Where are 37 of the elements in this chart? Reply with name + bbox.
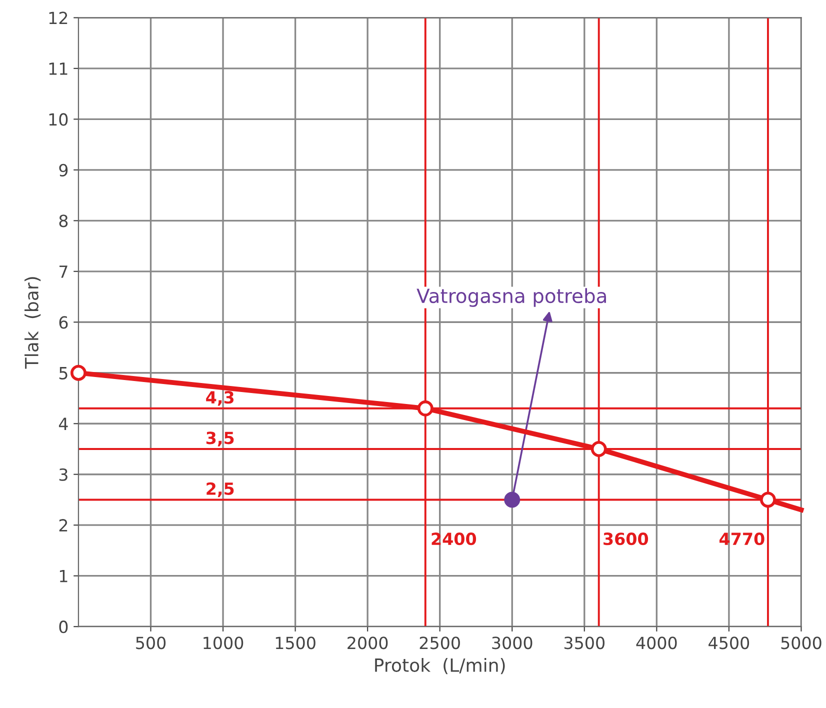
point	[590, 441, 607, 457]
ref-line-label: 4770	[719, 532, 764, 546]
x-tick-label: 1000	[204, 636, 244, 650]
y-tick-label: 5	[59, 367, 68, 380]
y-tick-label: 6	[59, 316, 68, 329]
y-tick-label: 3	[59, 468, 68, 481]
x-tick-label: 1500	[276, 636, 316, 650]
y-axis-title: Tlak (bar)	[24, 277, 41, 369]
point	[504, 492, 520, 508]
ref-line-label: 3,5	[206, 432, 234, 446]
x-tick-label: 3000	[492, 636, 532, 650]
x-tick-label: 4000	[636, 636, 677, 650]
annotation: Vatrogasna potreba	[416, 288, 606, 307]
x-axis-title: Protok (L/min)	[375, 658, 505, 674]
y-tick-label: 1	[60, 570, 68, 582]
point	[760, 492, 776, 508]
ref-line-label: 2,5	[206, 482, 234, 498]
x-tick-label: 5000	[781, 636, 822, 650]
x-tick-label: 2500	[420, 636, 460, 650]
y-tick-label: 7	[60, 266, 68, 278]
point	[417, 400, 434, 416]
y-tick-label: 11	[49, 62, 68, 75]
ref-line-label: 4,3	[206, 391, 234, 406]
y-tick-label: 9	[59, 164, 68, 176]
ref-line-label: 3600	[604, 532, 648, 546]
point	[70, 364, 86, 381]
ref-line-label: 2400	[432, 532, 476, 546]
x-tick-label: 500	[136, 636, 166, 650]
y-tick-label: 2	[59, 519, 68, 532]
y-tick-label: 10	[49, 113, 68, 126]
x-tick-label: 3500	[564, 636, 604, 650]
y-tick-label: 0	[59, 620, 68, 634]
y-tick-label: 8	[59, 214, 68, 228]
x-tick-label: 2000	[348, 636, 388, 650]
x-tick-label: 4500	[708, 636, 750, 650]
y-tick-label: 4	[58, 418, 68, 430]
y-tick-label: 12	[49, 12, 68, 24]
